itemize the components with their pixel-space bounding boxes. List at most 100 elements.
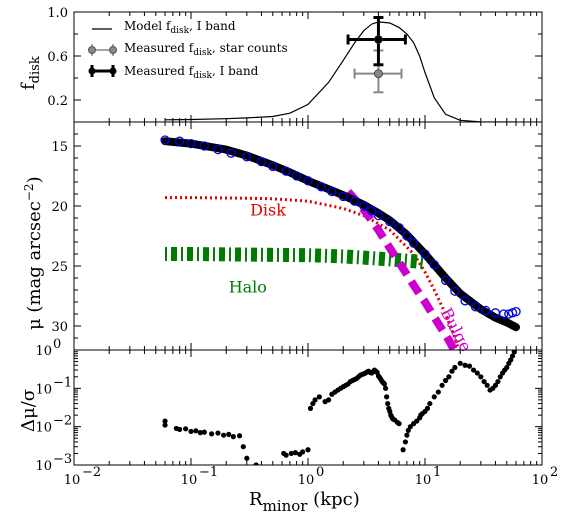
- residual-point: [478, 374, 484, 380]
- middle-ylabel-end: ): [24, 176, 45, 183]
- top-legend: Model fdisk, I band Measured fdisk, star…: [88, 19, 288, 81]
- legend-gray-errorbar-marker: [88, 44, 117, 56]
- residual-point: [307, 405, 314, 411]
- residual-point: [404, 432, 410, 438]
- residual-point: [484, 382, 490, 388]
- residual-point: [385, 400, 391, 407]
- residual-point: [305, 447, 311, 453]
- residual-point: [481, 378, 487, 385]
- profile-point: [481, 305, 491, 316]
- legend-star-sub: disk: [193, 48, 212, 58]
- x-tick-label: 10: [415, 473, 432, 488]
- profile-point: [373, 210, 384, 221]
- x-tick-exp: 0: [316, 465, 324, 480]
- profile-point: [338, 191, 348, 202]
- profile-point: [292, 171, 302, 181]
- residual-point: [508, 357, 514, 363]
- residual-point: [312, 397, 318, 403]
- x-tick-exp: 1: [433, 465, 441, 480]
- profile-point: [511, 306, 521, 317]
- residual-point: [466, 363, 473, 369]
- middle-series-group: [160, 135, 521, 350]
- top-ylabel: fdisk: [18, 56, 43, 90]
- residual-point: [209, 431, 215, 437]
- residual-point: [162, 418, 168, 424]
- residual-point: [407, 424, 413, 430]
- residual-point: [244, 455, 250, 461]
- residual-point: [443, 377, 449, 384]
- top-measurements: [346, 16, 407, 94]
- profile-point: [242, 152, 252, 162]
- profile-point: [256, 156, 267, 167]
- legend-star-prefix: Measured f: [124, 41, 195, 55]
- legend-black-errorbar-marker: [88, 65, 117, 77]
- legend-iband-suffix: , I band: [212, 64, 259, 78]
- x-tick-label: 10: [181, 473, 198, 488]
- residual-point: [462, 362, 468, 368]
- middle-y-ticks: 15 20 25 30: [51, 133, 542, 339]
- legend-label-i-band: Measured fdisk, I band: [124, 64, 259, 81]
- legend-model-sub: disk: [170, 26, 189, 36]
- residual-point: [449, 368, 455, 374]
- profile-point: [460, 296, 470, 306]
- residual-point: [201, 429, 207, 435]
- residual-point: [188, 428, 194, 435]
- profile-point: [175, 136, 185, 146]
- x-tick-exp: −2: [82, 465, 101, 480]
- legend-iband-prefix: Measured f: [124, 64, 195, 78]
- top-y-tick-label: 1.0: [47, 6, 68, 21]
- residual-point: [240, 444, 246, 450]
- legend-model-suffix: , I band: [189, 19, 236, 33]
- profile-point: [450, 286, 460, 296]
- measured-star-counts-point: [353, 49, 403, 94]
- profile-point: [359, 201, 369, 211]
- annotation-disk: Disk: [250, 201, 286, 220]
- middle-y-tick-label: 15: [51, 140, 68, 155]
- middle-ylabel: μ (mag arcsec−2): [22, 176, 45, 330]
- residual-point: [230, 434, 236, 440]
- profile-point: [199, 141, 209, 151]
- residual-point: [382, 385, 389, 391]
- residual-point: [197, 430, 203, 436]
- residual-point: [509, 353, 516, 359]
- residual-point: [384, 394, 390, 400]
- residual-point: [439, 382, 445, 388]
- profile-point: [316, 182, 326, 192]
- top-x-ticks: [73, 12, 543, 122]
- residual-point: [396, 421, 402, 427]
- top-ylabel-sub: disk: [28, 56, 43, 83]
- profile-point: [281, 166, 291, 176]
- middle-y-tick-label: 20: [51, 200, 68, 215]
- x-tick-label: 10: [298, 473, 315, 488]
- residual-point: [424, 405, 431, 411]
- bottom-y-tick-exp: −3: [53, 452, 72, 467]
- x-axis-label-sub: minor: [263, 497, 309, 515]
- residual-point: [427, 400, 433, 407]
- top-y-tick-label: 0.2: [47, 94, 68, 109]
- bottom-y-tick-label: 10: [35, 421, 52, 436]
- residual-point: [193, 428, 199, 434]
- profile-point: [498, 309, 509, 319]
- residual-point: [236, 433, 243, 439]
- halo-curve: [165, 247, 426, 270]
- residual-point: [183, 426, 189, 432]
- residual-point: [457, 360, 463, 366]
- top-y-tick-label: 0.6: [47, 50, 68, 65]
- profile-point: [394, 222, 404, 233]
- annotation-halo: Halo: [229, 277, 267, 296]
- residual-point: [292, 450, 298, 456]
- middle-y-tick-label: 25: [51, 260, 68, 275]
- residual-point: [253, 462, 259, 465]
- middle-ylabel-sup: −2: [22, 183, 36, 201]
- bottom-y-tick-label: 10: [35, 459, 52, 474]
- residual-point: [326, 397, 332, 403]
- model-total-curve: [161, 137, 520, 332]
- residual-point: [177, 426, 183, 432]
- bulge-curve: [345, 188, 459, 350]
- profile-point: [440, 275, 451, 286]
